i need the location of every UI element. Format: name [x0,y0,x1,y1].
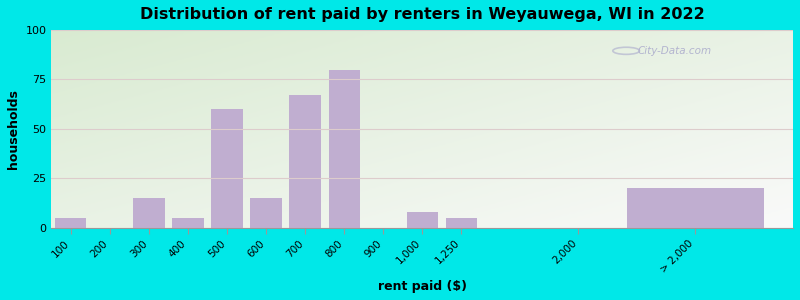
Bar [329,70,360,228]
Y-axis label: households: households [7,89,20,169]
Text: City-Data.com: City-Data.com [638,46,711,56]
Bar [211,109,242,228]
X-axis label: rent paid ($): rent paid ($) [378,280,466,293]
Bar [134,198,165,228]
Bar [627,188,764,228]
Bar [290,95,321,228]
Bar [250,198,282,228]
Bar [406,212,438,228]
Bar [55,218,86,228]
Bar [172,218,204,228]
Title: Distribution of rent paid by renters in Weyauwega, WI in 2022: Distribution of rent paid by renters in … [140,7,705,22]
Bar [446,218,477,228]
